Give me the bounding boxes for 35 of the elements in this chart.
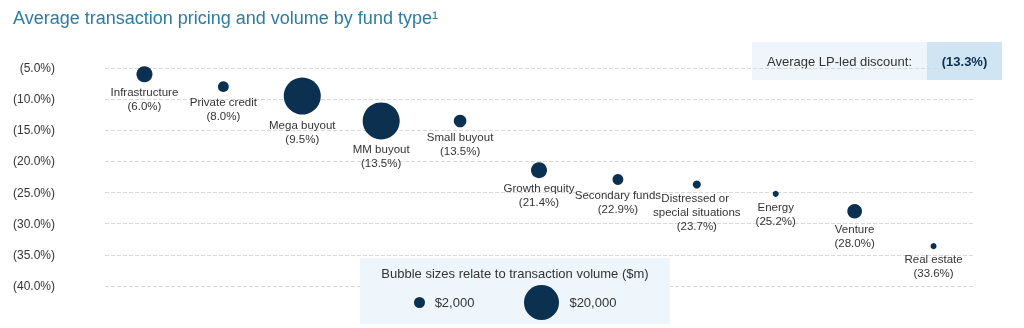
x-tick-label: Energy — [757, 200, 795, 213]
data-label: (9.5%) — [285, 132, 320, 145]
data-label: (33.6%) — [913, 267, 954, 280]
x-tick-label: Private credit — [189, 96, 258, 109]
x-tick-label: Small buyout — [426, 131, 495, 144]
data-label: (25.2%) — [755, 214, 797, 227]
y-tick-label: (15.0%) — [12, 123, 55, 138]
data-label: (22.9%) — [597, 202, 639, 215]
annotation: (13.3%) — [941, 53, 988, 69]
legend-label: $2,000 — [434, 295, 475, 310]
data-label: (8.0%) — [206, 110, 241, 123]
x-tick-label: Mega buyout — [269, 118, 337, 131]
y-tick-label: (35.0%) — [12, 247, 55, 262]
data-label: (23.7%) — [676, 220, 718, 233]
data-label: (28.0%) — [834, 236, 875, 249]
x-tick-label: Secondary funds — [574, 188, 662, 201]
annotation: Average LP-led discount: — [766, 53, 913, 69]
legend-title: Bubble sizes relate to transaction volume ($m) — [380, 266, 650, 281]
y-tick-label: (20.0%) — [12, 154, 55, 169]
x-tick-label: Real estate — [904, 253, 963, 266]
data-label: (21.4%) — [518, 196, 560, 209]
data-label: (6.0%) — [127, 100, 162, 113]
data-label: (13.5%) — [439, 145, 481, 158]
y-tick-label: (5.0%) — [19, 61, 55, 75]
chart-title: Average transaction pricing and volume by fund type¹ — [13, 8, 438, 28]
y-tick-label: (40.0%) — [12, 279, 55, 293]
y-tick-label: (25.0%) — [12, 185, 55, 200]
y-tick-label: (30.0%) — [12, 216, 55, 231]
x-tick-label: Infrastructure — [110, 86, 179, 99]
data-label: (13.5%) — [361, 157, 402, 170]
x-tick-label: Growth equity — [503, 182, 575, 195]
x-tick-label: MM buyout — [352, 143, 411, 156]
legend-label: $20,000 — [569, 295, 617, 310]
x-tick-label: Venture — [834, 222, 875, 235]
y-tick-label: (10.0%) — [12, 92, 55, 107]
